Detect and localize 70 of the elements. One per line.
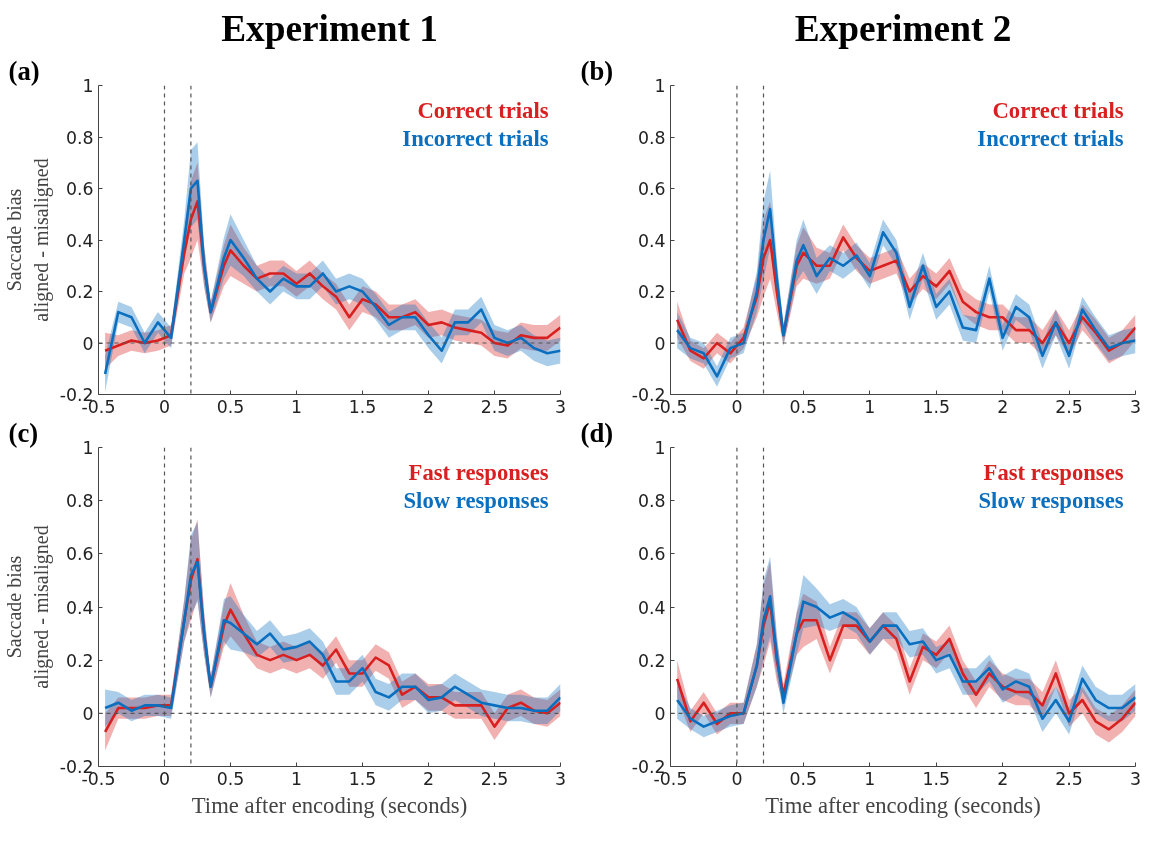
x-tick-label: 2.5 xyxy=(1055,396,1083,417)
text: Slow responses xyxy=(403,487,549,513)
text: Correct trials xyxy=(992,97,1124,123)
chart-title: Experiment 2 xyxy=(794,7,1012,49)
text: Fast responses xyxy=(408,459,549,485)
text: Correct trials xyxy=(417,97,549,123)
y-tick-label: 0.6 xyxy=(65,544,94,565)
x-tick-label: 2 xyxy=(997,768,1009,789)
y-tick-label: 0 xyxy=(654,703,666,724)
y-tick-label: 1 xyxy=(82,438,94,458)
text: (c) xyxy=(8,417,39,448)
y-axis-title: Saccade bias aligned - misaligned xyxy=(3,525,53,689)
y-tick-label: 0.6 xyxy=(637,544,666,565)
y-tick-label: 1 xyxy=(654,438,666,458)
text: Fast responses xyxy=(983,459,1124,485)
text: (d) xyxy=(580,417,614,448)
text: (a) xyxy=(8,55,40,86)
x-tick-label: 0 xyxy=(158,768,171,789)
x-axis-title: Time after encoding (seconds) xyxy=(191,792,468,818)
y-tick-label: 0.2 xyxy=(637,650,666,671)
y-tick-label: 0 xyxy=(82,333,94,354)
x-tick-label: 2.5 xyxy=(1055,768,1083,789)
y-tick-label: 0 xyxy=(654,333,666,354)
y-tick-label: 0.4 xyxy=(637,597,666,618)
x-tick-label: 1 xyxy=(864,768,876,789)
y-tick-label: 0.2 xyxy=(65,282,94,302)
y-tick-label: 0.4 xyxy=(65,230,94,251)
x-tick-label: 1.5 xyxy=(922,768,950,789)
x-tick-label: 1.5 xyxy=(922,396,950,417)
x-tick-label: 2 xyxy=(422,768,435,789)
y-tick-label: 0.2 xyxy=(637,282,666,302)
text: Incorrect trials xyxy=(402,125,549,151)
text: Slow responses xyxy=(978,487,1124,513)
x-tick-label: 2.5 xyxy=(480,768,509,789)
chart-title: Experiment 1 xyxy=(221,7,438,49)
x-tick-label: 2 xyxy=(422,396,435,417)
y-tick-label: 0.8 xyxy=(65,491,94,512)
y-tick-label: 0.2 xyxy=(65,650,94,671)
x-tick-label: 0.5 xyxy=(216,396,245,417)
x-tick-label: 1.5 xyxy=(348,768,377,789)
x-tick-label: 1 xyxy=(290,768,303,789)
x-axis-title: Time after encoding (seconds) xyxy=(765,792,1041,818)
x-tick-label: 0.5 xyxy=(216,768,245,789)
x-tick-label: 1 xyxy=(864,396,876,417)
x-tick-label: 2.5 xyxy=(480,396,509,417)
x-tick-label: 3 xyxy=(554,768,567,789)
y-tick-label: 0.6 xyxy=(65,179,94,199)
y-tick-label: 0.4 xyxy=(65,597,94,618)
y-tick-label: 1 xyxy=(82,76,94,96)
x-tick-label: 3 xyxy=(1129,768,1142,789)
x-tick-label: 3 xyxy=(554,396,567,417)
x-tick-label: 0.5 xyxy=(789,768,818,789)
text: (b) xyxy=(580,55,614,86)
x-tick-label: 1.5 xyxy=(348,396,377,417)
y-tick-label: 0.8 xyxy=(637,127,666,148)
x-tick-label: 3 xyxy=(1129,396,1142,417)
x-tick-label: 0 xyxy=(731,396,743,417)
y-tick-label: 0.8 xyxy=(65,127,94,148)
y-tick-label: 0 xyxy=(82,703,94,724)
y-tick-label: 0.8 xyxy=(637,491,666,512)
x-tick-label: 2 xyxy=(997,396,1009,417)
x-tick-label: 0 xyxy=(731,768,743,789)
text: Incorrect trials xyxy=(977,125,1124,151)
y-tick-label: 0.6 xyxy=(637,179,666,199)
y-axis-title: Saccade bias aligned - misaligned xyxy=(3,158,53,322)
x-tick-label: 1 xyxy=(290,396,303,417)
x-tick-label: 0 xyxy=(158,396,171,417)
y-tick-label: 0.4 xyxy=(637,230,666,251)
y-tick-label: 1 xyxy=(654,76,666,96)
x-tick-label: 0.5 xyxy=(789,396,818,417)
